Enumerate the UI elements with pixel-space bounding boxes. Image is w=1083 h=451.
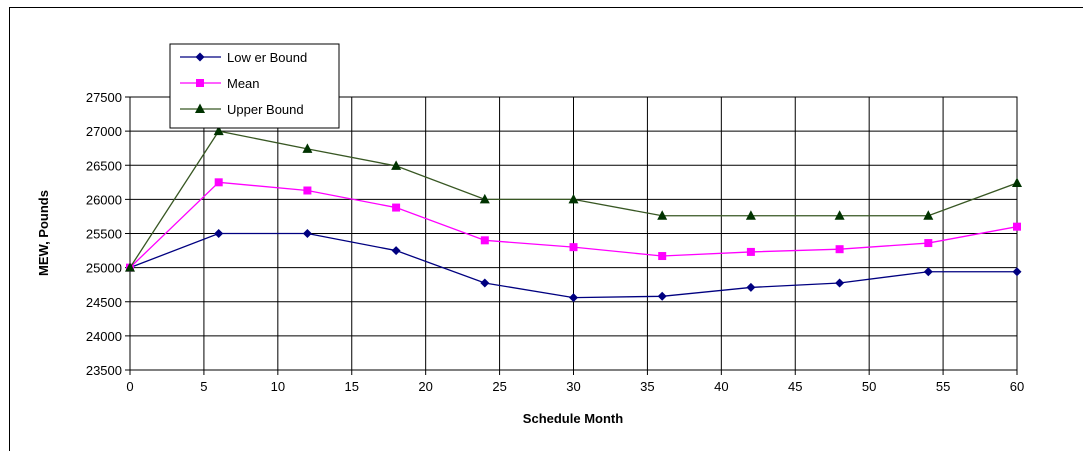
data-point <box>391 246 401 256</box>
x-tick-label: 60 <box>1010 379 1024 394</box>
data-point <box>835 245 844 254</box>
data-point <box>568 193 579 204</box>
x-tick-label: 25 <box>492 379 506 394</box>
y-tick-label: 24500 <box>86 295 122 310</box>
chart-frame <box>9 7 1083 451</box>
x-tick-label: 5 <box>200 379 207 394</box>
legend-marker <box>195 52 205 62</box>
legend: Low er Bound Mean Upper Bound <box>169 43 340 129</box>
x-tick-label: 35 <box>640 379 654 394</box>
data-point <box>835 278 845 288</box>
data-point <box>746 282 756 292</box>
x-tick-label: 30 <box>566 379 580 394</box>
data-point <box>924 239 933 248</box>
legend-marker <box>195 103 205 113</box>
x-tick-label: 50 <box>862 379 876 394</box>
data-point <box>479 193 490 204</box>
data-point <box>214 229 224 238</box>
data-point <box>1012 267 1022 277</box>
data-point <box>1012 177 1022 187</box>
x-tick-label: 15 <box>345 379 359 394</box>
y-tick-label: 24000 <box>86 329 122 344</box>
y-tick-label: 23500 <box>86 363 122 378</box>
data-point <box>746 247 755 256</box>
data-point <box>480 236 489 245</box>
data-point <box>213 125 224 136</box>
y-tick-label: 27500 <box>86 90 122 105</box>
data-point <box>392 203 401 212</box>
x-axis-title: Schedule Month <box>523 411 623 426</box>
data-point <box>657 291 667 301</box>
x-tick-label: 10 <box>271 379 285 394</box>
legend-label: Low er Bound <box>227 50 307 65</box>
series-1 <box>126 178 1021 272</box>
series-2 <box>125 125 1022 272</box>
data-point <box>834 210 845 220</box>
x-tick-label: 20 <box>418 379 432 394</box>
x-tick-label: 40 <box>714 379 728 394</box>
y-axis-ticks: 23500 24000 24500 25000 25500 26000 26500 27000… <box>86 90 130 378</box>
data-point <box>302 229 312 238</box>
y-axis-title: MEW, Pounds <box>36 190 51 276</box>
y-tick-label: 26000 <box>86 192 122 207</box>
y-tick-label: 26500 <box>86 158 122 173</box>
data-point <box>923 210 934 220</box>
legend-label: Mean <box>227 76 260 91</box>
legend-label: Upper Bound <box>227 102 304 117</box>
legend-marker <box>196 79 204 87</box>
data-point <box>480 278 490 288</box>
y-tick-label: 27000 <box>86 124 122 139</box>
data-point <box>303 186 312 195</box>
x-tick-label: 45 <box>788 379 802 394</box>
x-tick-label: 55 <box>936 379 950 394</box>
legend-entry: Mean <box>180 76 260 91</box>
data-point <box>125 262 135 272</box>
data-point <box>569 243 578 252</box>
data-point <box>302 143 313 153</box>
y-tick-label: 25500 <box>86 227 122 242</box>
x-axis-ticks: 0 5 10 15 20 25 30 35 40 45 50 55 60 <box>126 370 1024 394</box>
series-group <box>125 125 1022 303</box>
legend-entry: Upper Bound <box>180 102 304 117</box>
data-point <box>658 252 667 261</box>
data-point <box>923 267 933 277</box>
data-point <box>569 293 578 303</box>
data-point <box>657 210 668 220</box>
data-point <box>214 178 223 187</box>
data-point <box>391 160 402 170</box>
data-point <box>1013 222 1021 231</box>
legend-entry: Low er Bound <box>180 50 307 65</box>
y-tick-label: 25000 <box>86 261 122 276</box>
data-point <box>745 210 756 220</box>
x-tick-label: 0 <box>126 379 133 394</box>
